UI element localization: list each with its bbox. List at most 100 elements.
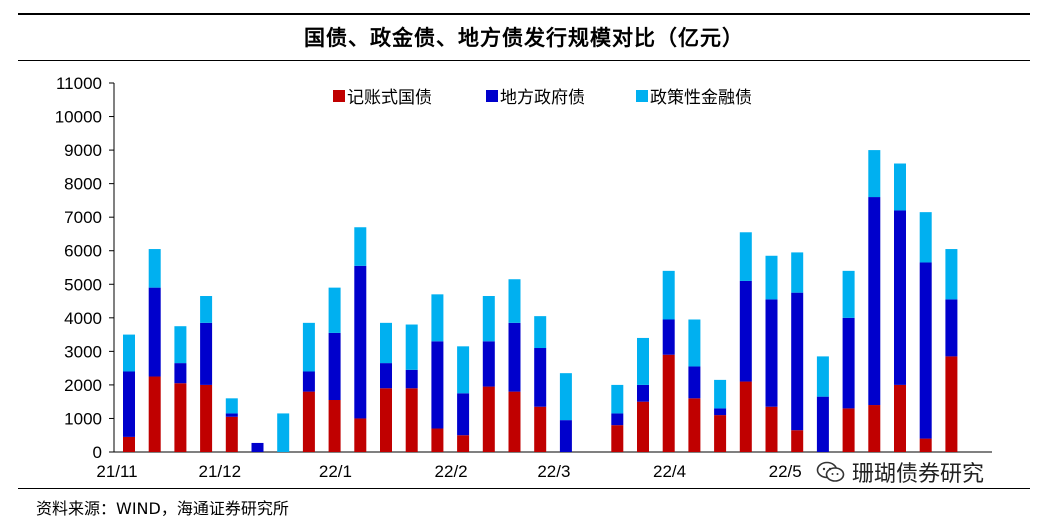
bar-treasury — [302, 391, 315, 452]
bar-treasury — [714, 415, 727, 452]
bar-local — [791, 292, 804, 431]
bar-treasury — [868, 405, 881, 452]
y-tick-label: 4000 — [64, 309, 102, 328]
legend-swatch-treasury — [333, 90, 345, 102]
bar-local — [457, 393, 470, 436]
x-tick-label: 22/3 — [537, 462, 570, 481]
bar-policy — [919, 212, 932, 263]
bar-treasury — [508, 391, 521, 452]
bar-treasury — [174, 383, 187, 452]
y-tick-label: 3000 — [64, 342, 102, 361]
bar-treasury — [739, 381, 752, 452]
bar-treasury — [611, 425, 624, 452]
x-tick-label: 22/5 — [769, 462, 802, 481]
bar-policy — [482, 296, 495, 342]
bar-policy — [148, 249, 161, 288]
bars-layer — [123, 150, 958, 452]
bar-policy — [534, 316, 547, 349]
bar-treasury — [482, 386, 495, 452]
bar-policy — [559, 373, 572, 421]
bar-treasury — [894, 384, 906, 452]
bar-policy — [842, 270, 855, 318]
bar-local — [894, 210, 906, 385]
bar-treasury — [765, 406, 778, 452]
bar-policy — [816, 356, 829, 397]
wechat-icon — [816, 461, 845, 482]
bar-local — [482, 341, 495, 387]
bar-treasury — [380, 388, 392, 452]
bar-treasury — [791, 430, 804, 452]
bar-treasury — [945, 356, 958, 452]
bar-local — [508, 322, 521, 392]
top-rule — [18, 13, 1030, 15]
watermark: 珊瑚债券研究 — [816, 456, 984, 488]
bar-treasury — [354, 418, 367, 452]
legend-swatch-policy — [636, 90, 648, 102]
x-tick-label: 22/4 — [653, 462, 686, 481]
bar-policy — [380, 322, 392, 364]
bar-local — [868, 197, 881, 406]
x-tick-label: 22/1 — [319, 462, 352, 481]
bar-policy — [200, 296, 213, 323]
bar-local — [739, 280, 752, 382]
bar-policy — [405, 324, 418, 370]
bar-treasury — [123, 436, 135, 452]
bar-local — [123, 371, 135, 437]
bar-policy — [945, 249, 958, 300]
stacked-bar-chart: 0 1000 2000 3000 4000 5000 6000 7000 8000 9000 100… — [55, 74, 992, 481]
bar-local — [816, 396, 829, 452]
y-tick-label: 7000 — [64, 208, 102, 227]
bar-policy — [791, 252, 804, 293]
bar-local — [842, 317, 855, 409]
y-tick-label: 6000 — [64, 242, 102, 261]
y-axis: 0 1000 2000 3000 4000 5000 6000 7000 8000 9000 100… — [55, 74, 115, 462]
bar-local — [174, 363, 187, 384]
bar-local — [405, 369, 418, 389]
bottom-rule — [18, 488, 1030, 489]
bar-policy — [714, 379, 727, 409]
bar-policy — [868, 150, 881, 198]
bar-local — [148, 287, 161, 377]
bar-local — [945, 299, 958, 357]
x-tick-label: 21/11 — [96, 462, 137, 481]
bar-policy — [328, 287, 341, 333]
bar-treasury — [225, 416, 238, 452]
bar-local — [200, 322, 213, 385]
bar-policy — [662, 270, 675, 320]
bar-policy — [508, 279, 521, 323]
bar-policy — [688, 319, 701, 367]
bar-local — [225, 413, 238, 417]
bar-policy — [611, 384, 624, 414]
bar-local — [559, 420, 572, 452]
bar-policy — [123, 334, 135, 372]
bar-local — [919, 262, 932, 439]
bar-treasury — [405, 388, 418, 452]
bar-treasury — [662, 354, 675, 452]
legend-label-local: 地方政府债 — [500, 88, 585, 108]
y-tick-label: 2000 — [64, 376, 102, 395]
y-tick-label: 11000 — [56, 74, 102, 93]
bar-treasury — [457, 435, 470, 452]
bar-treasury — [637, 401, 649, 452]
watermark-text: 珊瑚债券研究 — [852, 462, 985, 487]
bar-policy — [302, 322, 315, 372]
y-tick-label: 9000 — [64, 141, 102, 160]
bar-local — [714, 408, 727, 416]
bar-treasury — [688, 398, 701, 452]
bar-local — [431, 341, 444, 429]
legend-label-treasury: 记账式国债 — [347, 88, 432, 108]
bar-local — [302, 371, 315, 392]
legend: 记账式国债 地方政府债 政策性金融债 — [333, 88, 752, 108]
bar-treasury — [200, 384, 213, 452]
title-rule — [18, 60, 1030, 61]
source-note: 资料来源：WIND，海通证券研究所 — [36, 499, 289, 518]
bar-local — [688, 366, 701, 399]
bar-local — [637, 384, 649, 402]
y-tick-label: 1000 — [64, 409, 102, 428]
bar-local — [251, 442, 264, 452]
legend-label-policy: 政策性金融债 — [650, 88, 752, 108]
y-tick-label: 0 — [93, 443, 102, 462]
bar-treasury — [534, 406, 547, 452]
y-tick-label: 10000 — [55, 108, 102, 127]
bar-treasury — [919, 438, 932, 452]
